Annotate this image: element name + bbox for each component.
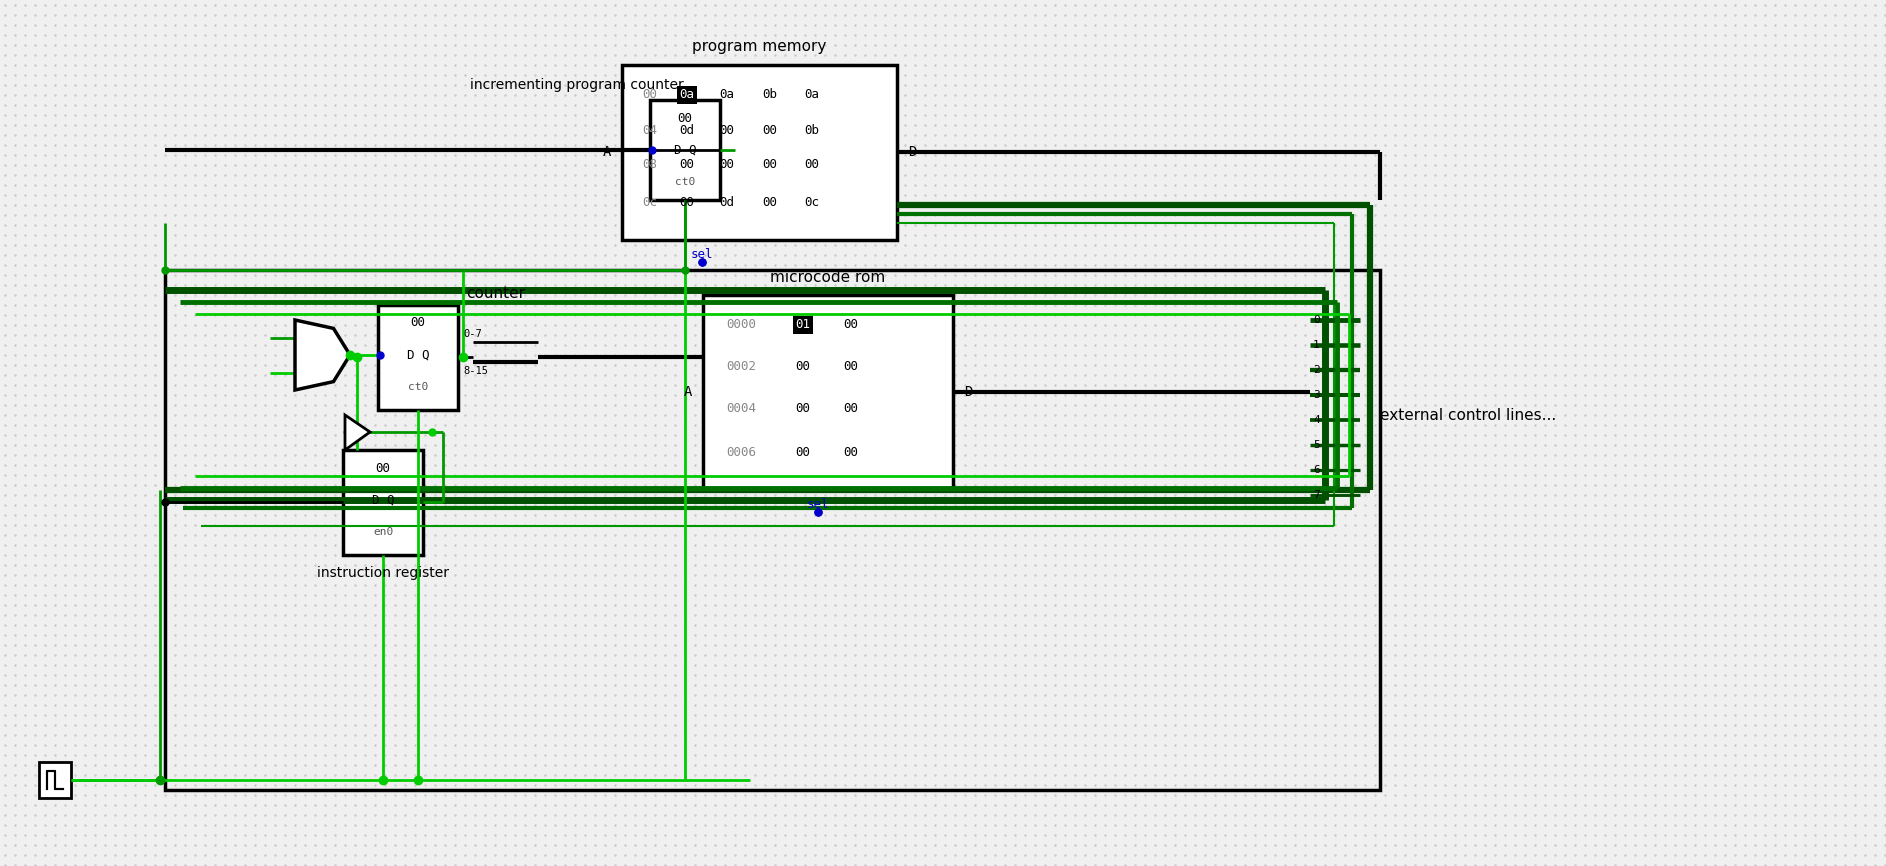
Text: 2: 2	[1313, 365, 1320, 375]
Text: D Q: D Q	[407, 348, 430, 361]
Text: 00: 00	[796, 403, 811, 416]
Text: en0: en0	[373, 527, 392, 537]
Text: sel: sel	[807, 499, 830, 512]
Text: 00: 00	[796, 360, 811, 373]
Text: external control lines...: external control lines...	[1381, 408, 1556, 423]
Text: 0c: 0c	[805, 197, 820, 210]
Text: 0004: 0004	[726, 403, 756, 416]
Text: 0: 0	[1313, 315, 1320, 325]
Text: 0-7: 0-7	[462, 329, 481, 339]
Text: instruction register: instruction register	[317, 566, 449, 580]
Text: 00: 00	[843, 319, 858, 332]
Text: 00: 00	[677, 112, 692, 125]
Text: 4: 4	[1313, 415, 1320, 425]
Text: program memory: program memory	[692, 40, 826, 55]
Text: 00: 00	[762, 197, 777, 210]
Text: microcode rom: microcode rom	[769, 269, 886, 285]
Text: 00: 00	[843, 403, 858, 416]
Text: 0a: 0a	[805, 88, 820, 101]
Text: 00: 00	[805, 158, 820, 171]
Text: 6: 6	[1313, 465, 1320, 475]
Text: counter: counter	[466, 286, 524, 301]
Text: A: A	[685, 385, 692, 399]
Bar	[651, 100, 720, 200]
Text: 01: 01	[796, 319, 811, 332]
Polygon shape	[294, 320, 351, 390]
Text: 00: 00	[843, 447, 858, 460]
Text: 08: 08	[643, 158, 658, 171]
Text: 0a: 0a	[719, 88, 734, 101]
Text: 8-15: 8-15	[462, 366, 488, 376]
Text: 00: 00	[679, 158, 694, 171]
Text: 00: 00	[643, 88, 658, 101]
Bar	[377, 305, 458, 410]
Text: 00: 00	[762, 124, 777, 137]
Text: D Q: D Q	[673, 144, 696, 157]
Text: sel: sel	[690, 249, 713, 262]
Text: ct0: ct0	[407, 382, 428, 392]
Bar	[703, 295, 952, 490]
Text: D: D	[907, 145, 917, 159]
Bar	[40, 762, 72, 798]
Text: D: D	[964, 385, 971, 399]
Text: 0a: 0a	[679, 88, 694, 101]
Text: 1: 1	[1313, 340, 1320, 350]
Text: 00: 00	[796, 447, 811, 460]
Polygon shape	[345, 415, 370, 450]
Text: 00: 00	[762, 158, 777, 171]
Text: 0d: 0d	[679, 124, 694, 137]
Text: 0d: 0d	[719, 197, 734, 210]
Text: 0c: 0c	[643, 197, 658, 210]
Text: 3: 3	[1313, 390, 1320, 400]
Text: 00: 00	[411, 316, 426, 329]
Text: ct0: ct0	[675, 177, 696, 187]
Text: 0b: 0b	[762, 88, 777, 101]
Text: 0b: 0b	[805, 124, 820, 137]
Text: A: A	[604, 145, 611, 159]
Text: 0002: 0002	[726, 360, 756, 373]
Text: 00: 00	[679, 197, 694, 210]
Text: 7: 7	[1313, 490, 1320, 500]
Bar	[622, 65, 898, 240]
Text: 00: 00	[719, 124, 734, 137]
Text: 5: 5	[1313, 440, 1320, 450]
Text: 0000: 0000	[726, 319, 756, 332]
Bar	[164, 270, 1381, 790]
Text: 04: 04	[643, 124, 658, 137]
Text: incrementing program counter: incrementing program counter	[470, 78, 685, 92]
Text: D Q: D Q	[372, 494, 394, 507]
Text: 00: 00	[843, 360, 858, 373]
Bar	[343, 450, 422, 555]
Text: 00: 00	[719, 158, 734, 171]
Text: 00: 00	[375, 462, 390, 475]
Text: 0006: 0006	[726, 447, 756, 460]
